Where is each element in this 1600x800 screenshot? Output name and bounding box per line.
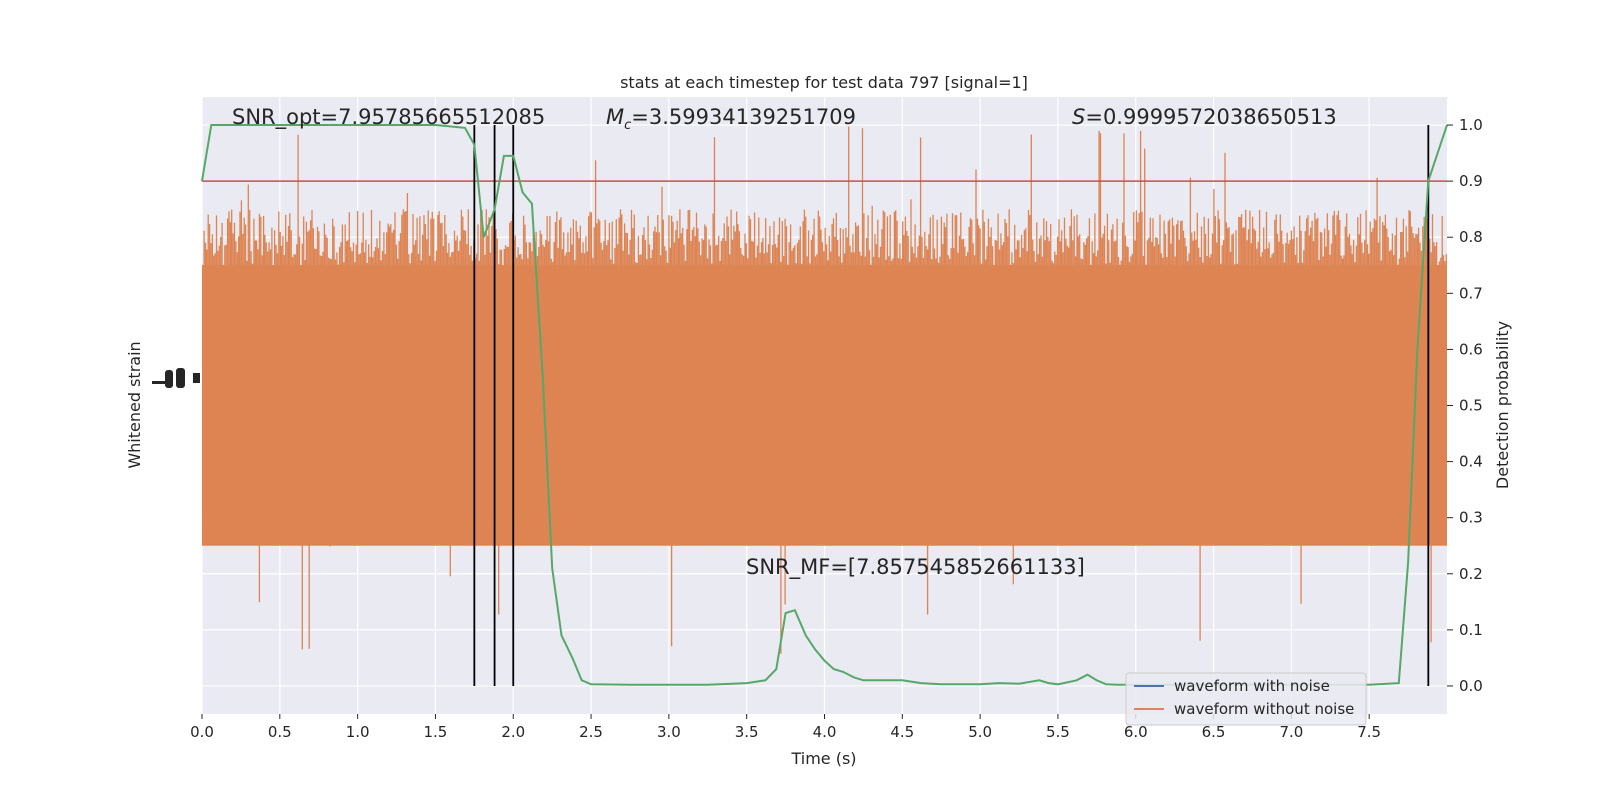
y-axis-right-ticks: 0.0 0.1 0.2 0.3 0.4 0.5 0.6 0.7 0.8 0.9 1.0: [1447, 116, 1483, 695]
waveform-spikes: [202, 126, 1447, 654]
waveform-core-band: [202, 265, 1447, 546]
x-tick-label: 5.0: [968, 723, 992, 741]
x-tick-label: 4.5: [890, 723, 914, 741]
legend-box: [1125, 672, 1367, 726]
y-tick-label: 0.7: [1459, 284, 1483, 302]
annotation-chirp-mass: Mc=3.59934139251709: [606, 105, 856, 133]
y-tick-label: 0.1: [1459, 621, 1483, 639]
vertical-markers: [473, 125, 1430, 686]
y-tick-label: 0.0: [1459, 677, 1483, 695]
annotation-chirp-mass-subscript: c: [624, 118, 631, 133]
legend: waveform with noise waveform without noi…: [1125, 672, 1367, 726]
x-tick-label: 4.0: [813, 723, 837, 741]
annotation-chirp-mass-symbol: M: [606, 105, 624, 129]
x-axis-label: Time (s): [790, 749, 856, 768]
y-tick-label: 0.5: [1459, 397, 1483, 415]
y-axis-right-label: Detection probability: [1493, 321, 1512, 489]
x-axis-ticks: 0.0 0.5 1.0 1.5 2.0 2.5 3.0 3.5 4.0 4.5 5.0 5.5 6.0 6…: [190, 714, 1381, 741]
x-tick-label: 1.5: [424, 723, 448, 741]
annotation-chirp-mass-value: =3.59934139251709: [631, 105, 856, 129]
x-tick-label: 0.5: [268, 723, 292, 741]
series-waveform-without-noise: [202, 126, 1447, 654]
y-tick-label: 0.9: [1459, 172, 1483, 190]
x-tick-label: 3.5: [735, 723, 759, 741]
y-tick-label: 1.0: [1459, 116, 1483, 134]
x-tick-label: 1.0: [346, 723, 370, 741]
annotation-s-value: =0.9999572038650513: [1085, 105, 1336, 129]
x-tick-label: 5.5: [1046, 723, 1070, 741]
y-tick-label: 0.8: [1459, 228, 1483, 246]
x-tick-label: 2.0: [501, 723, 525, 741]
annotation-s-symbol: S: [1072, 105, 1085, 129]
series-detection-probability: [201, 124, 1448, 686]
x-tick-label: 7.0: [1279, 723, 1303, 741]
legend-label-waveform-without-noise: waveform without noise: [1174, 700, 1354, 718]
x-tick-label: 2.5: [579, 723, 603, 741]
x-tick-label: 6.0: [1124, 723, 1148, 741]
x-tick-label: 6.5: [1202, 723, 1226, 741]
x-tick-label: 7.5: [1357, 723, 1381, 741]
annotation-snr-mf: SNR_MF=[7.857545852661133]: [746, 555, 1085, 580]
y-tick-label: 0.2: [1459, 565, 1483, 583]
legend-label-waveform-with-noise: waveform with noise: [1174, 677, 1330, 695]
x-tick-label: 3.0: [657, 723, 681, 741]
y-tick-label: 0.3: [1459, 509, 1483, 527]
y-tick-label: 0.4: [1459, 453, 1483, 471]
y-tick-label: 0.6: [1459, 340, 1483, 358]
y-axis-left-label: Whitened strain: [125, 341, 144, 468]
annotation-s-score: S=0.9999572038650513: [1072, 105, 1337, 129]
annotation-snr-opt: SNR_opt=7.95785665512085: [232, 105, 545, 130]
left-axis-tick-glyphs: [152, 368, 200, 388]
chart-title: stats at each timestep for test data 797…: [620, 73, 1028, 92]
x-tick-label: 0.0: [190, 723, 214, 741]
